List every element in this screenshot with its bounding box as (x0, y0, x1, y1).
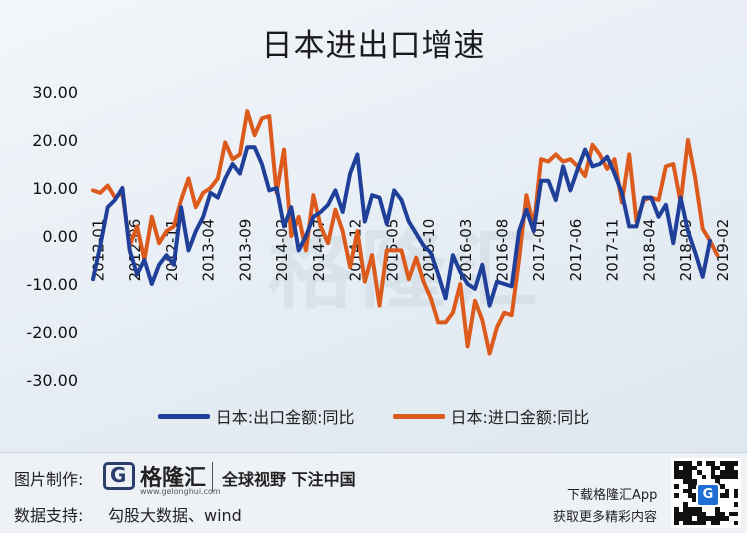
app-promo-text: 获取更多精彩内容 (553, 510, 658, 525)
x-tick-label: 2019-02 (714, 219, 732, 282)
legend-label-import: 日本:进口金额:同比 (450, 408, 590, 427)
y-tick-label: -30.00 (26, 371, 78, 390)
data-source: 勾股大数据、wind (108, 506, 242, 525)
legend: 日本:出口金额:同比 日本:进口金额:同比 (0, 404, 747, 428)
chart-title: 日本进出口增速 (261, 28, 486, 64)
y-tick-label: 0.00 (42, 227, 78, 246)
image-credit-label: 图片制作: (14, 470, 84, 489)
data-source-label: 数据支持: (14, 506, 84, 525)
app-download-text[interactable]: 下载格隆汇App (567, 488, 658, 503)
x-tick-label: 2017-01 (530, 219, 548, 282)
legend-swatch-export (157, 413, 210, 419)
logo-name: 格隆汇 (140, 466, 207, 491)
x-tick-label: 2018-04 (640, 219, 658, 282)
y-tick-label: -20.00 (26, 323, 78, 342)
x-tick-label: 2013-09 (236, 219, 254, 282)
chart-background (0, 0, 747, 452)
slogan: 全球视野 下注中国 (222, 470, 356, 489)
x-tick-label: 2017-11 (604, 219, 622, 282)
legend-item-import[interactable]: 日本:进口金额:同比 (392, 404, 590, 428)
footer (0, 452, 747, 533)
x-tick-label: 2017-06 (567, 219, 585, 282)
y-tick-label: 10.00 (32, 179, 78, 198)
watermark: 格隆汇 (268, 221, 544, 321)
y-tick-label: 30.00 (32, 83, 78, 102)
legend-label-export: 日本:出口金额:同比 (215, 408, 355, 427)
series-line-export (91, 145, 712, 308)
footer-separator (212, 462, 213, 492)
x-tick-label: 2013-04 (200, 219, 218, 282)
y-tick-label: 20.00 (32, 131, 78, 150)
x-tick-label: 2016-03 (457, 219, 475, 282)
line-chart: 30.00 20.00 10.00 0.00 -10.00 -20.00 -30.00 201… (26, 83, 732, 390)
x-tick-label: 2016-08 (493, 219, 511, 282)
x-tick-label: 2014-07 (310, 219, 328, 282)
logo-url: www.gelonghui.com (140, 487, 221, 496)
y-tick-label: -10.00 (26, 275, 78, 294)
series-line-import (91, 109, 720, 356)
logo-letter: G (110, 463, 127, 487)
logo-icon (103, 462, 135, 490)
legend-swatch-import (392, 413, 445, 419)
footer-divider (0, 452, 747, 453)
x-tick-label: 2014-02 (273, 219, 291, 282)
legend-item-export[interactable]: 日本:出口金额:同比 (157, 404, 355, 428)
qr-logo-icon: G (696, 483, 720, 507)
